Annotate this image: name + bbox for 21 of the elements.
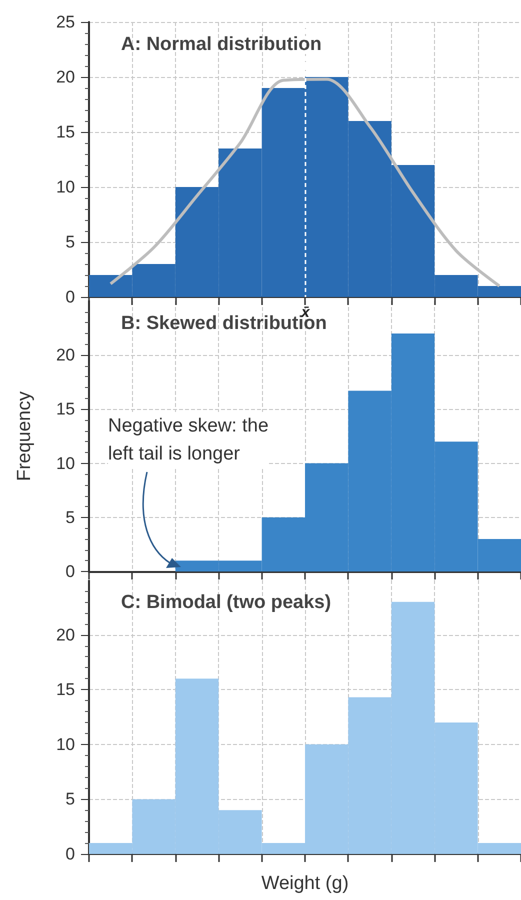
y-tick-label: 20 [56,346,75,365]
y-tick-label: 15 [56,400,75,419]
y-tick-label: 15 [56,680,75,700]
y-tick-label: 20 [56,68,75,86]
y-axis-title: Frequency [14,390,35,482]
text: C: Bimodal (two peaks) [121,592,332,613]
y-tick-label: 10 [56,454,75,473]
text: A: Normal distribution [121,34,322,55]
y-tick-label: 10 [56,178,75,196]
y-tick-label: 15 [56,122,75,142]
y-tick-label: 5 [66,232,75,252]
y-tick-label: 5 [66,508,75,527]
y-tick-label: 0 [66,844,75,864]
x-axis-title: Weight (g) [261,873,349,894]
y-tick-label: 0 [66,562,75,581]
annotation: Negative skew: the left tail is longer [108,416,269,464]
y-tick-label: 25 [56,12,75,32]
y-tick-label: 5 [66,790,75,809]
y-tick-label: 10 [56,734,75,754]
y-tick-label: 0 [66,288,75,306]
y-tick-label: 20 [56,625,75,644]
